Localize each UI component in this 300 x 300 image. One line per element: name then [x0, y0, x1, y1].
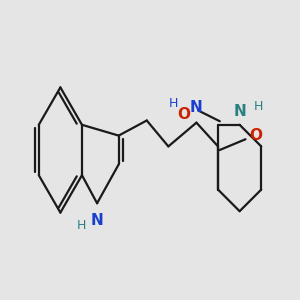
Text: H: H — [77, 219, 86, 232]
Text: O: O — [178, 106, 191, 122]
Text: H: H — [254, 100, 263, 113]
Text: O: O — [250, 128, 263, 143]
Text: N: N — [91, 213, 103, 228]
Text: N: N — [190, 100, 203, 116]
Text: N: N — [233, 104, 246, 119]
Text: H: H — [169, 97, 178, 110]
